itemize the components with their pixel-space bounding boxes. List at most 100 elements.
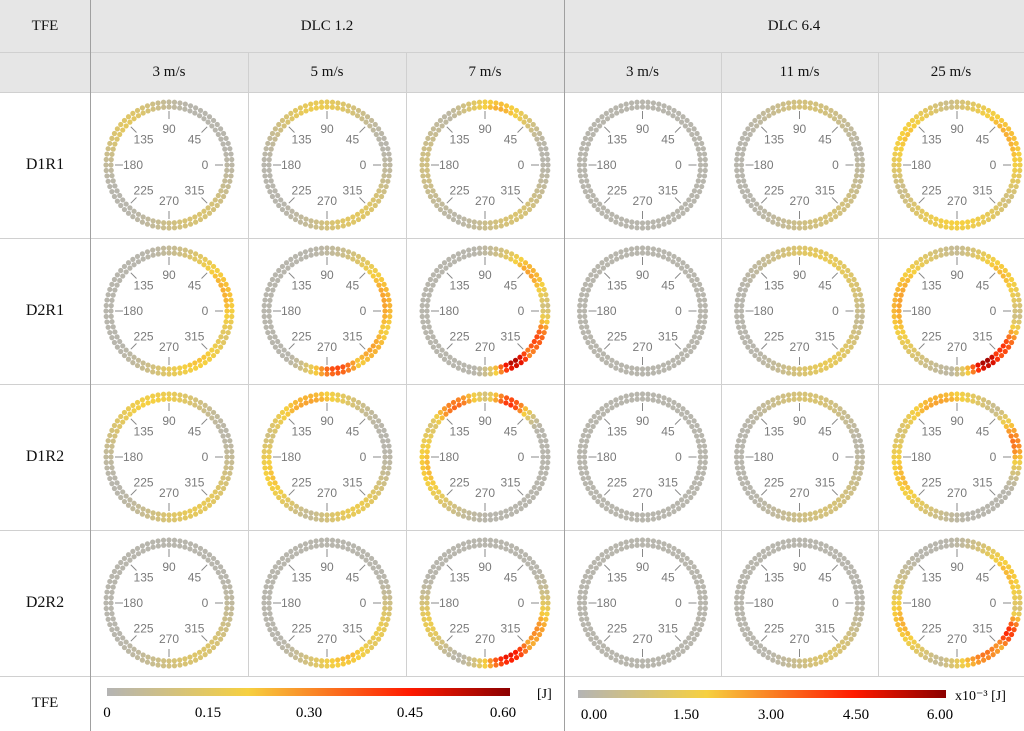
polar-dot	[851, 130, 857, 137]
polar-dot	[786, 251, 792, 257]
polar-dot	[582, 297, 589, 303]
polar-dot	[775, 546, 782, 552]
polar-dot	[742, 631, 748, 638]
polar-dot	[645, 512, 651, 518]
polar-dot	[150, 661, 156, 667]
polar-dot	[131, 262, 137, 268]
polar-dot	[155, 365, 161, 371]
polar-dot	[908, 197, 914, 203]
polar-dot	[197, 216, 204, 223]
polar-dot	[262, 319, 268, 325]
polar-dot	[177, 365, 183, 371]
polar-dot	[373, 192, 379, 199]
polar-dot	[802, 225, 808, 231]
polar-dot	[376, 136, 382, 142]
polar-dot	[1002, 640, 1008, 647]
polar-dot	[600, 411, 607, 417]
polar-dot	[938, 218, 944, 224]
polar-dot	[539, 427, 545, 433]
polar-dot	[700, 438, 706, 444]
polar-dot	[446, 506, 452, 512]
polar-dot	[103, 605, 109, 612]
polar-dot	[324, 537, 330, 543]
polar-dot	[456, 256, 462, 262]
polar-dot	[734, 297, 741, 303]
polar-dot	[450, 362, 457, 369]
polar-dot	[927, 219, 933, 225]
polar-dot	[447, 554, 453, 560]
polar-dot	[634, 658, 640, 664]
polar-dot	[139, 105, 145, 111]
polar-dot	[425, 627, 431, 633]
polar-tick	[130, 635, 137, 642]
polar-dot	[1011, 173, 1017, 179]
polar-dot	[228, 151, 234, 157]
polar-dot	[288, 256, 294, 262]
polar-dot	[896, 459, 902, 465]
polar-dot	[854, 335, 860, 341]
polar-dot	[103, 459, 109, 466]
polar-dot	[1012, 449, 1018, 455]
polar-dot	[661, 367, 667, 373]
colorbar-tick: 0.45	[397, 705, 423, 721]
polar-tick	[989, 126, 996, 133]
polar-dot	[450, 216, 457, 223]
angle-label: 0	[518, 596, 525, 610]
polar-dot	[324, 366, 330, 372]
polar-dot	[466, 106, 472, 112]
polar-dot	[540, 449, 546, 455]
polar-dot	[786, 397, 792, 403]
polar-dot	[209, 493, 215, 499]
polar-dot	[812, 398, 818, 404]
polar-dot	[742, 276, 748, 283]
polar-dot	[896, 454, 902, 460]
polar-dot	[582, 573, 589, 579]
polar-dot	[670, 259, 676, 265]
polar-dot	[702, 308, 709, 314]
polar-dot	[859, 459, 865, 466]
polar-dot	[1010, 470, 1016, 476]
polar-dot	[540, 605, 546, 611]
polar-dot	[487, 512, 493, 518]
polar-dot	[108, 308, 114, 314]
polar-dot	[891, 167, 897, 174]
polar-dot	[965, 397, 971, 403]
polar-dot	[534, 626, 540, 632]
polar-dot	[193, 105, 199, 111]
polar-dot	[281, 201, 287, 207]
polar-tick	[760, 635, 768, 642]
polar-dot	[345, 367, 352, 373]
polar-dot	[577, 173, 584, 179]
polar-dot	[155, 538, 161, 544]
polar-dot	[1016, 319, 1022, 325]
polar-tick	[603, 126, 611, 133]
polar-dot	[512, 503, 519, 509]
polar-dot	[193, 397, 199, 403]
polar-dot	[222, 584, 228, 590]
polar-dot	[360, 506, 366, 512]
polar-dot	[111, 276, 118, 283]
polar-dot	[209, 201, 215, 207]
polar-dot	[131, 116, 137, 122]
polar-dot	[351, 251, 357, 257]
polar-dot	[534, 636, 540, 642]
polar-dot	[424, 313, 430, 319]
polar-dot	[354, 259, 361, 265]
polar-dot	[853, 297, 860, 303]
polar-dot	[915, 205, 921, 211]
polar-dot	[595, 117, 601, 124]
angle-label: 225	[292, 329, 312, 343]
polar-dot	[902, 272, 908, 278]
polar-dot	[645, 104, 651, 110]
polar-dot	[634, 517, 640, 523]
polar-dot	[540, 459, 546, 465]
polar-dot	[618, 395, 624, 401]
polar-dot	[509, 365, 515, 371]
angle-label: 315	[658, 621, 678, 635]
polar-dot	[109, 611, 115, 617]
polar-dot	[521, 205, 527, 211]
polar-dot	[350, 402, 356, 408]
angle-label: 270	[789, 632, 809, 646]
polar-dot	[324, 396, 330, 402]
polar-dot	[354, 551, 361, 557]
